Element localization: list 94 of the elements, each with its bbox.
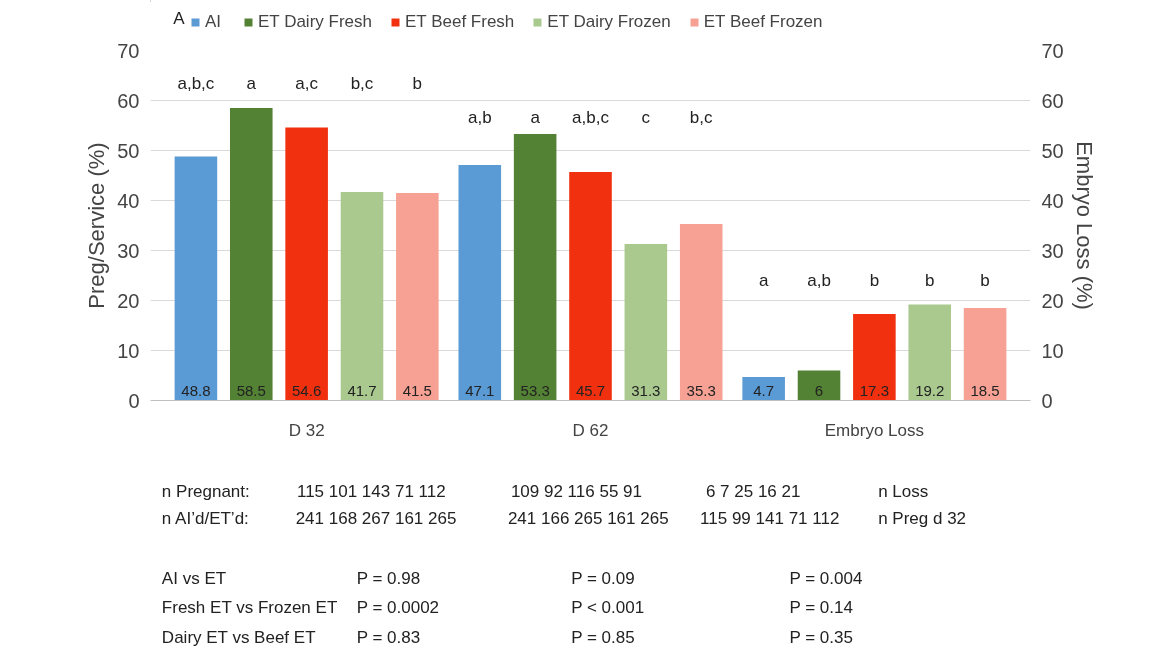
bar [285, 127, 328, 401]
text: P = 0.35 [789, 628, 853, 647]
annotation: a [246, 74, 257, 93]
data-label: 18.5 [970, 381, 1000, 399]
annotation: a [530, 108, 541, 127]
bar [458, 165, 502, 401]
data-label: 53.3 [520, 381, 550, 399]
text: n Preg d 32 [878, 509, 967, 528]
bar [174, 156, 218, 401]
y2-axis-title: Embryo Loss (%) [1071, 141, 1097, 310]
data-label: 19.2 [915, 381, 945, 399]
y-axis-title: Preg/Service (%) [84, 142, 110, 309]
y-tick-label: 30 [117, 239, 140, 262]
legend-label: ET Beef Fresh [405, 12, 515, 32]
text: A [173, 9, 186, 28]
bar [624, 244, 668, 401]
annotation: a,b [807, 271, 831, 290]
legend-label: ET Beef Frozen [703, 12, 823, 32]
data-label: 58.5 [236, 381, 266, 399]
text: n Pregnant: [161, 482, 250, 501]
text: 6 7 25 16 21 [705, 482, 801, 501]
data-label: 17.3 [859, 381, 889, 399]
data-label: 6 [814, 381, 824, 399]
text: n AI’d/ET’d: [161, 509, 249, 528]
text: 115 101 143 71 112 [296, 482, 446, 501]
text: P = 0.83 [356, 628, 421, 647]
bar [908, 304, 952, 401]
legend-label: ET Dairy Fresh [258, 12, 372, 32]
legend-label: ET Dairy Frozen [547, 12, 671, 32]
data-label: 41.5 [402, 381, 432, 399]
annotation: b [925, 271, 935, 290]
text: P = 0.09 [571, 569, 635, 588]
data-label: 31.3 [631, 381, 661, 399]
y2-tick-label: 10 [1041, 339, 1064, 362]
y-tick-label: 40 [117, 189, 140, 212]
y-tick-label: 50 [117, 139, 140, 162]
x-tick-label: Embryo Loss [824, 420, 924, 440]
x-tick-label: D 32 [288, 420, 325, 440]
data-label: 47.1 [465, 381, 495, 399]
text: P < 0.001 [571, 598, 645, 617]
annotation: b,c [350, 74, 374, 93]
y2-tick-label: 0 [1041, 389, 1053, 412]
text: 115 99 141 71 112 [700, 509, 840, 528]
data-label: 41.7 [347, 381, 377, 399]
annotation: b [980, 271, 990, 290]
text: P = 0.004 [789, 569, 863, 588]
data-label: 48.8 [181, 381, 211, 399]
bar [396, 193, 439, 401]
annotation: a,b,c [572, 108, 610, 127]
bar [513, 134, 557, 401]
data-label: 35.3 [686, 381, 716, 399]
y-tick-label: 70 [117, 39, 140, 62]
text: AI vs ET [161, 569, 227, 588]
text: 241 166 265 161 265 [507, 509, 669, 528]
data-label: 4.7 [753, 381, 775, 399]
annotation: b [412, 74, 423, 93]
y-tick-label: 10 [117, 339, 140, 362]
text: 241 168 267 161 265 [295, 509, 457, 528]
data-label: 45.7 [575, 381, 606, 399]
annotation: c [641, 108, 651, 127]
bar [797, 370, 841, 401]
annotation: b,c [689, 108, 714, 127]
bar [853, 314, 896, 401]
y-tick-label: 60 [117, 89, 140, 112]
y2-tick-label: 30 [1041, 239, 1064, 262]
bar [229, 108, 273, 401]
annotation: b [869, 271, 880, 290]
x-tick-label: D 62 [572, 420, 609, 440]
annotation: a [758, 271, 769, 290]
y2-tick-label: 70 [1041, 39, 1064, 62]
y2-tick-label: 50 [1041, 139, 1064, 162]
data-label: 54.6 [292, 381, 322, 399]
text: P = 0.14 [789, 598, 853, 617]
y-tick-label: 0 [128, 389, 140, 412]
annotation: a,b,c [177, 74, 215, 93]
text: Fresh ET vs Frozen ET [161, 598, 338, 617]
text: 109 92 116 55 91 [510, 482, 642, 501]
y-tick-label: 20 [117, 289, 140, 312]
text: P = 0.85 [571, 628, 635, 647]
text: Dairy ET vs Beef ET [161, 628, 316, 647]
annotation: a,b [467, 108, 492, 127]
bar [742, 377, 785, 401]
y2-tick-label: 40 [1041, 189, 1064, 212]
text: n Loss [878, 482, 929, 501]
y2-tick-label: 20 [1041, 289, 1064, 312]
bar [679, 224, 723, 401]
text: P = 0.0002 [356, 598, 440, 617]
bar [340, 192, 384, 401]
bar [963, 308, 1007, 401]
annotation: a,c [295, 74, 319, 93]
text: P = 0.98 [356, 569, 421, 588]
legend-label: AI [205, 12, 223, 32]
bar [569, 172, 612, 401]
y2-tick-label: 60 [1041, 89, 1064, 112]
